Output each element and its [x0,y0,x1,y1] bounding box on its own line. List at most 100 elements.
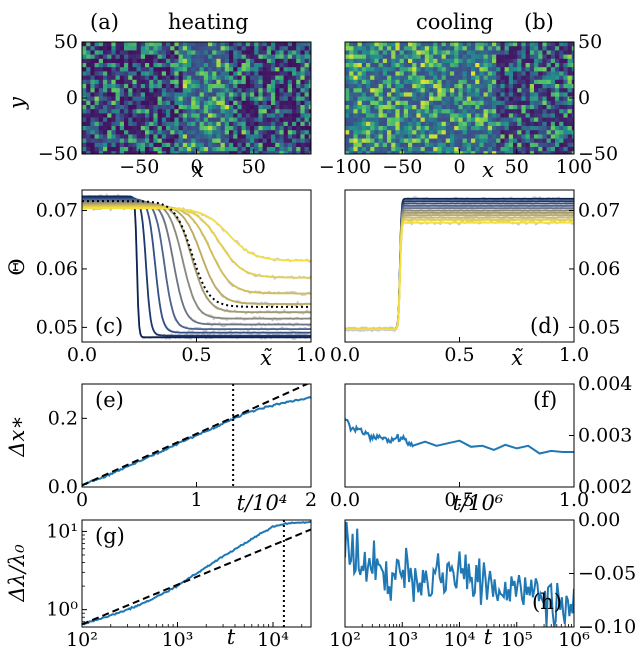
heatmap-cell [304,42,310,47]
heatmap-cell [308,100,311,106]
series-line [82,520,311,626]
heatmap-cell [408,75,413,81]
heatmap-cell [441,100,447,106]
heatmap-cell [353,105,358,110]
heatmap-cell [237,130,242,135]
heatmap-cell [182,96,188,102]
heatmap-cell [254,151,259,154]
heatmap-cell [220,79,226,85]
heatmap-cell [353,58,358,64]
heatmap-cell [178,142,184,148]
heatmap-cell [508,79,514,85]
heatmap-cell [182,109,188,114]
heatmap-cell [555,54,560,60]
y-tick-label: 0.05 [36,316,78,338]
heatmap-cell [308,92,311,97]
heatmap-cell [408,117,413,123]
heatmap-cell [504,134,510,139]
heatmap-cell [111,100,116,106]
heatmap-cell [216,126,221,131]
heatmap-cell [571,50,574,55]
heatmap-cell [416,42,421,47]
heatmap-cell [424,79,430,85]
heatmap-cell [487,121,493,127]
heatmap-cell [157,92,163,97]
ticks-c: 0.0 0.5 1.00.050.060.07 [36,199,326,366]
heatmap-cell [166,117,171,123]
heatmap-cell [283,84,289,89]
heatmap-cell [308,142,311,148]
heatmap-cell [349,58,354,64]
heatmap-cell [94,58,100,64]
heatmap-cell [496,138,501,144]
heatmap-cell [275,121,280,127]
heatmap-cell [119,121,125,127]
heatmap-cell [145,113,150,118]
heatmap-cell [513,113,518,118]
heatmap-cell [174,117,179,123]
heatmap-cell [534,130,539,135]
heatmap-cell [462,117,468,123]
heatmap-cell [115,134,121,139]
heatmap-cell [424,100,430,106]
heatmap-cell [166,88,171,93]
lines-h [345,521,574,627]
heatmap-cell [559,109,564,114]
heatmap-cell [233,71,238,76]
heatmap-cell [170,88,175,93]
heatmap-cell [145,42,150,47]
heatmap-cell [149,121,154,127]
heatmap-cell [471,121,476,127]
heatmap-cell [82,67,87,72]
heatmap-cell [479,126,484,131]
heatmap-cell [441,113,447,118]
heatmap-cell [128,46,133,51]
heatmap-cell [370,126,375,131]
heatmap-cell [416,138,421,144]
heatmap-cell [115,105,121,110]
heatmap-cell [145,134,150,139]
heatmap-cell [216,109,221,114]
heatmap-cell [500,147,505,152]
heatmap-cell [90,75,95,81]
y-tick-label: −0.05 [578,563,636,585]
heatmap-cell [542,75,547,81]
heatmap-cell [166,63,171,68]
heatmap-cell [191,92,196,97]
heatmap-cell [395,42,400,47]
heatmap-cell [387,88,392,93]
heatmap-cell [233,134,238,139]
heatmap-cell [292,138,297,144]
heatmap-cell [94,42,100,47]
heatmap-cell [395,100,400,106]
heatmap-cell [254,58,259,64]
heatmap-cell [504,71,510,76]
heatmap-cell [450,100,455,106]
heatmap-cell [157,54,163,60]
heatmap-cell [420,105,426,110]
heatmap-cell [525,67,531,72]
heatmap-cell [115,67,121,72]
heatmap-cell [262,42,268,47]
profile-line [82,201,311,320]
heatmap-cell [504,58,510,64]
heatmap-cell [157,88,163,93]
heatmap-cell [555,75,560,81]
heatmap-cell [170,151,175,154]
heatmap-cell [107,142,112,148]
heatmap-cell [136,113,142,118]
heatmap-cell [140,75,146,81]
heatmap-cell [550,58,556,64]
heatmap-cell [567,109,573,114]
heatmap-cell [107,79,112,85]
heatmap-cell [300,105,305,110]
heatmap-cell [492,113,497,118]
heatmap-cell [534,71,539,76]
heatmap-cell [178,105,184,110]
heatmap-cell [412,96,417,102]
heatmap-cell [203,113,209,118]
heatmap-cell [382,79,388,85]
heatmap-cell [420,88,426,93]
heatmap-cell [119,46,125,51]
